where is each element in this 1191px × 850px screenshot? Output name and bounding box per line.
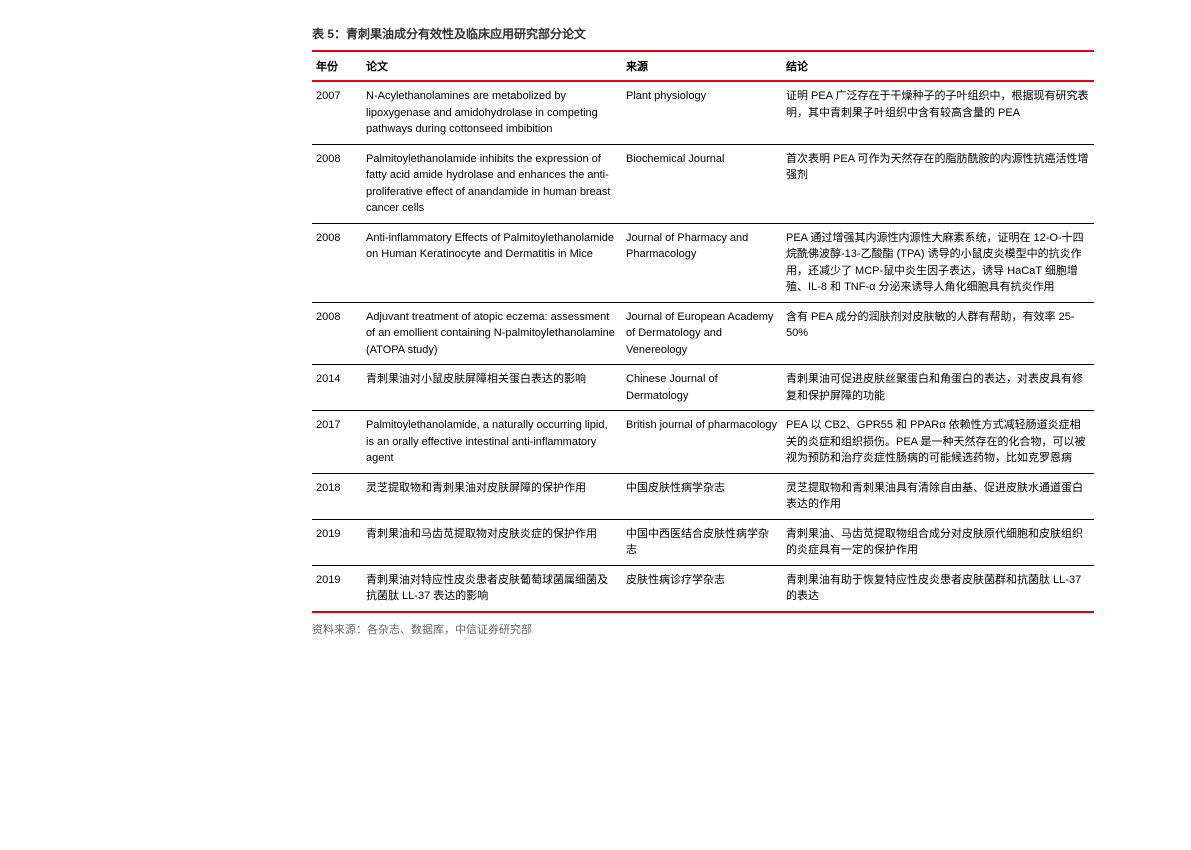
cell-source: British journal of pharmacology <box>622 411 782 474</box>
cell-paper: 青刺果油对小鼠皮肤屏障相关蛋白表达的影响 <box>362 365 622 411</box>
source-note: 资料来源：各杂志、数据库，中信证券研究部 <box>312 621 1094 637</box>
cell-source: Journal of European Academy of Dermatolo… <box>622 302 782 365</box>
col-header-conclusion: 结论 <box>782 51 1094 81</box>
cell-conclusion: 青刺果油有助于恢复特应性皮炎患者皮肤菌群和抗菌肽 LL-37 的表达 <box>782 565 1094 612</box>
table-body: 2007 N-Acylethanolamines are metabolized… <box>312 81 1094 612</box>
cell-conclusion: PEA 以 CB2、GPR55 和 PPARα 依赖性方式减轻肠道炎症相关的炎症… <box>782 411 1094 474</box>
cell-paper: N-Acylethanolamines are metabolized by l… <box>362 81 622 144</box>
cell-source: 中国皮肤性病学杂志 <box>622 473 782 519</box>
cell-paper: 青刺果油对特应性皮炎患者皮肤葡萄球菌属细菌及抗菌肽 LL-37 表达的影响 <box>362 565 622 612</box>
table-row: 2019 青刺果油对特应性皮炎患者皮肤葡萄球菌属细菌及抗菌肽 LL-37 表达的… <box>312 565 1094 612</box>
cell-year: 2014 <box>312 365 362 411</box>
cell-year: 2008 <box>312 144 362 223</box>
cell-conclusion: 青刺果油可促进皮肤丝聚蛋白和角蛋白的表达，对表皮具有修复和保护屏障的功能 <box>782 365 1094 411</box>
cell-conclusion: 含有 PEA 成分的润肤剂对皮肤敏的人群有帮助，有效率 25-50% <box>782 302 1094 365</box>
cell-source: Biochemical Journal <box>622 144 782 223</box>
table-caption: 表 5：青刺果油成分有效性及临床应用研究部分论文 <box>312 25 1094 42</box>
cell-year: 2017 <box>312 411 362 474</box>
cell-source: 皮肤性病诊疗学杂志 <box>622 565 782 612</box>
table-row: 2008 Palmitoylethanolamide inhibits the … <box>312 144 1094 223</box>
cell-source: Plant physiology <box>622 81 782 144</box>
table-row: 2008 Adjuvant treatment of atopic eczema… <box>312 302 1094 365</box>
cell-source: 中国中西医结合皮肤性病学杂志 <box>622 519 782 565</box>
cell-year: 2008 <box>312 223 362 302</box>
cell-paper: Palmitoylethanolamide, a naturally occur… <box>362 411 622 474</box>
cell-year: 2018 <box>312 473 362 519</box>
cell-conclusion: 青刺果油、马齿苋提取物组合成分对皮肤原代细胞和皮肤组织的炎症具有一定的保护作用 <box>782 519 1094 565</box>
cell-year: 2007 <box>312 81 362 144</box>
cell-conclusion: PEA 通过增强其内源性内源性大麻素系统，证明在 12-O-十四烷酰佛波醇-13… <box>782 223 1094 302</box>
cell-conclusion: 首次表明 PEA 可作为天然存在的脂肪酰胺的内源性抗癌活性增强剂 <box>782 144 1094 223</box>
cell-source: Chinese Journal of Dermatology <box>622 365 782 411</box>
col-header-paper: 论文 <box>362 51 622 81</box>
cell-year: 2008 <box>312 302 362 365</box>
research-papers-table: 年份 论文 来源 结论 2007 N-Acylethanolamines are… <box>312 50 1094 613</box>
cell-paper: 青刺果油和马齿苋提取物对皮肤炎症的保护作用 <box>362 519 622 565</box>
cell-paper: Adjuvant treatment of atopic eczema: ass… <box>362 302 622 365</box>
cell-paper: Palmitoylethanolamide inhibits the expre… <box>362 144 622 223</box>
table-header-row: 年份 论文 来源 结论 <box>312 51 1094 81</box>
table-row: 2008 Anti-inflammatory Effects of Palmit… <box>312 223 1094 302</box>
cell-paper: 灵芝提取物和青刺果油对皮肤屏障的保护作用 <box>362 473 622 519</box>
cell-conclusion: 灵芝提取物和青刺果油具有清除自由基、促进皮肤水通道蛋白表达的作用 <box>782 473 1094 519</box>
col-header-source: 来源 <box>622 51 782 81</box>
cell-source: Journal of Pharmacy and Pharmacology <box>622 223 782 302</box>
cell-year: 2019 <box>312 565 362 612</box>
table-row: 2014 青刺果油对小鼠皮肤屏障相关蛋白表达的影响 Chinese Journa… <box>312 365 1094 411</box>
cell-year: 2019 <box>312 519 362 565</box>
cell-paper: Anti-inflammatory Effects of Palmitoylet… <box>362 223 622 302</box>
table-row: 2007 N-Acylethanolamines are metabolized… <box>312 81 1094 144</box>
col-header-year: 年份 <box>312 51 362 81</box>
table-row: 2018 灵芝提取物和青刺果油对皮肤屏障的保护作用 中国皮肤性病学杂志 灵芝提取… <box>312 473 1094 519</box>
table-row: 2019 青刺果油和马齿苋提取物对皮肤炎症的保护作用 中国中西医结合皮肤性病学杂… <box>312 519 1094 565</box>
cell-conclusion: 证明 PEA 广泛存在于干燥种子的子叶组织中，根据现有研究表明，其中青刺果子叶组… <box>782 81 1094 144</box>
table-row: 2017 Palmitoylethanolamide, a naturally … <box>312 411 1094 474</box>
document-page: 表 5：青刺果油成分有效性及临床应用研究部分论文 年份 论文 来源 结论 200… <box>312 25 1094 637</box>
